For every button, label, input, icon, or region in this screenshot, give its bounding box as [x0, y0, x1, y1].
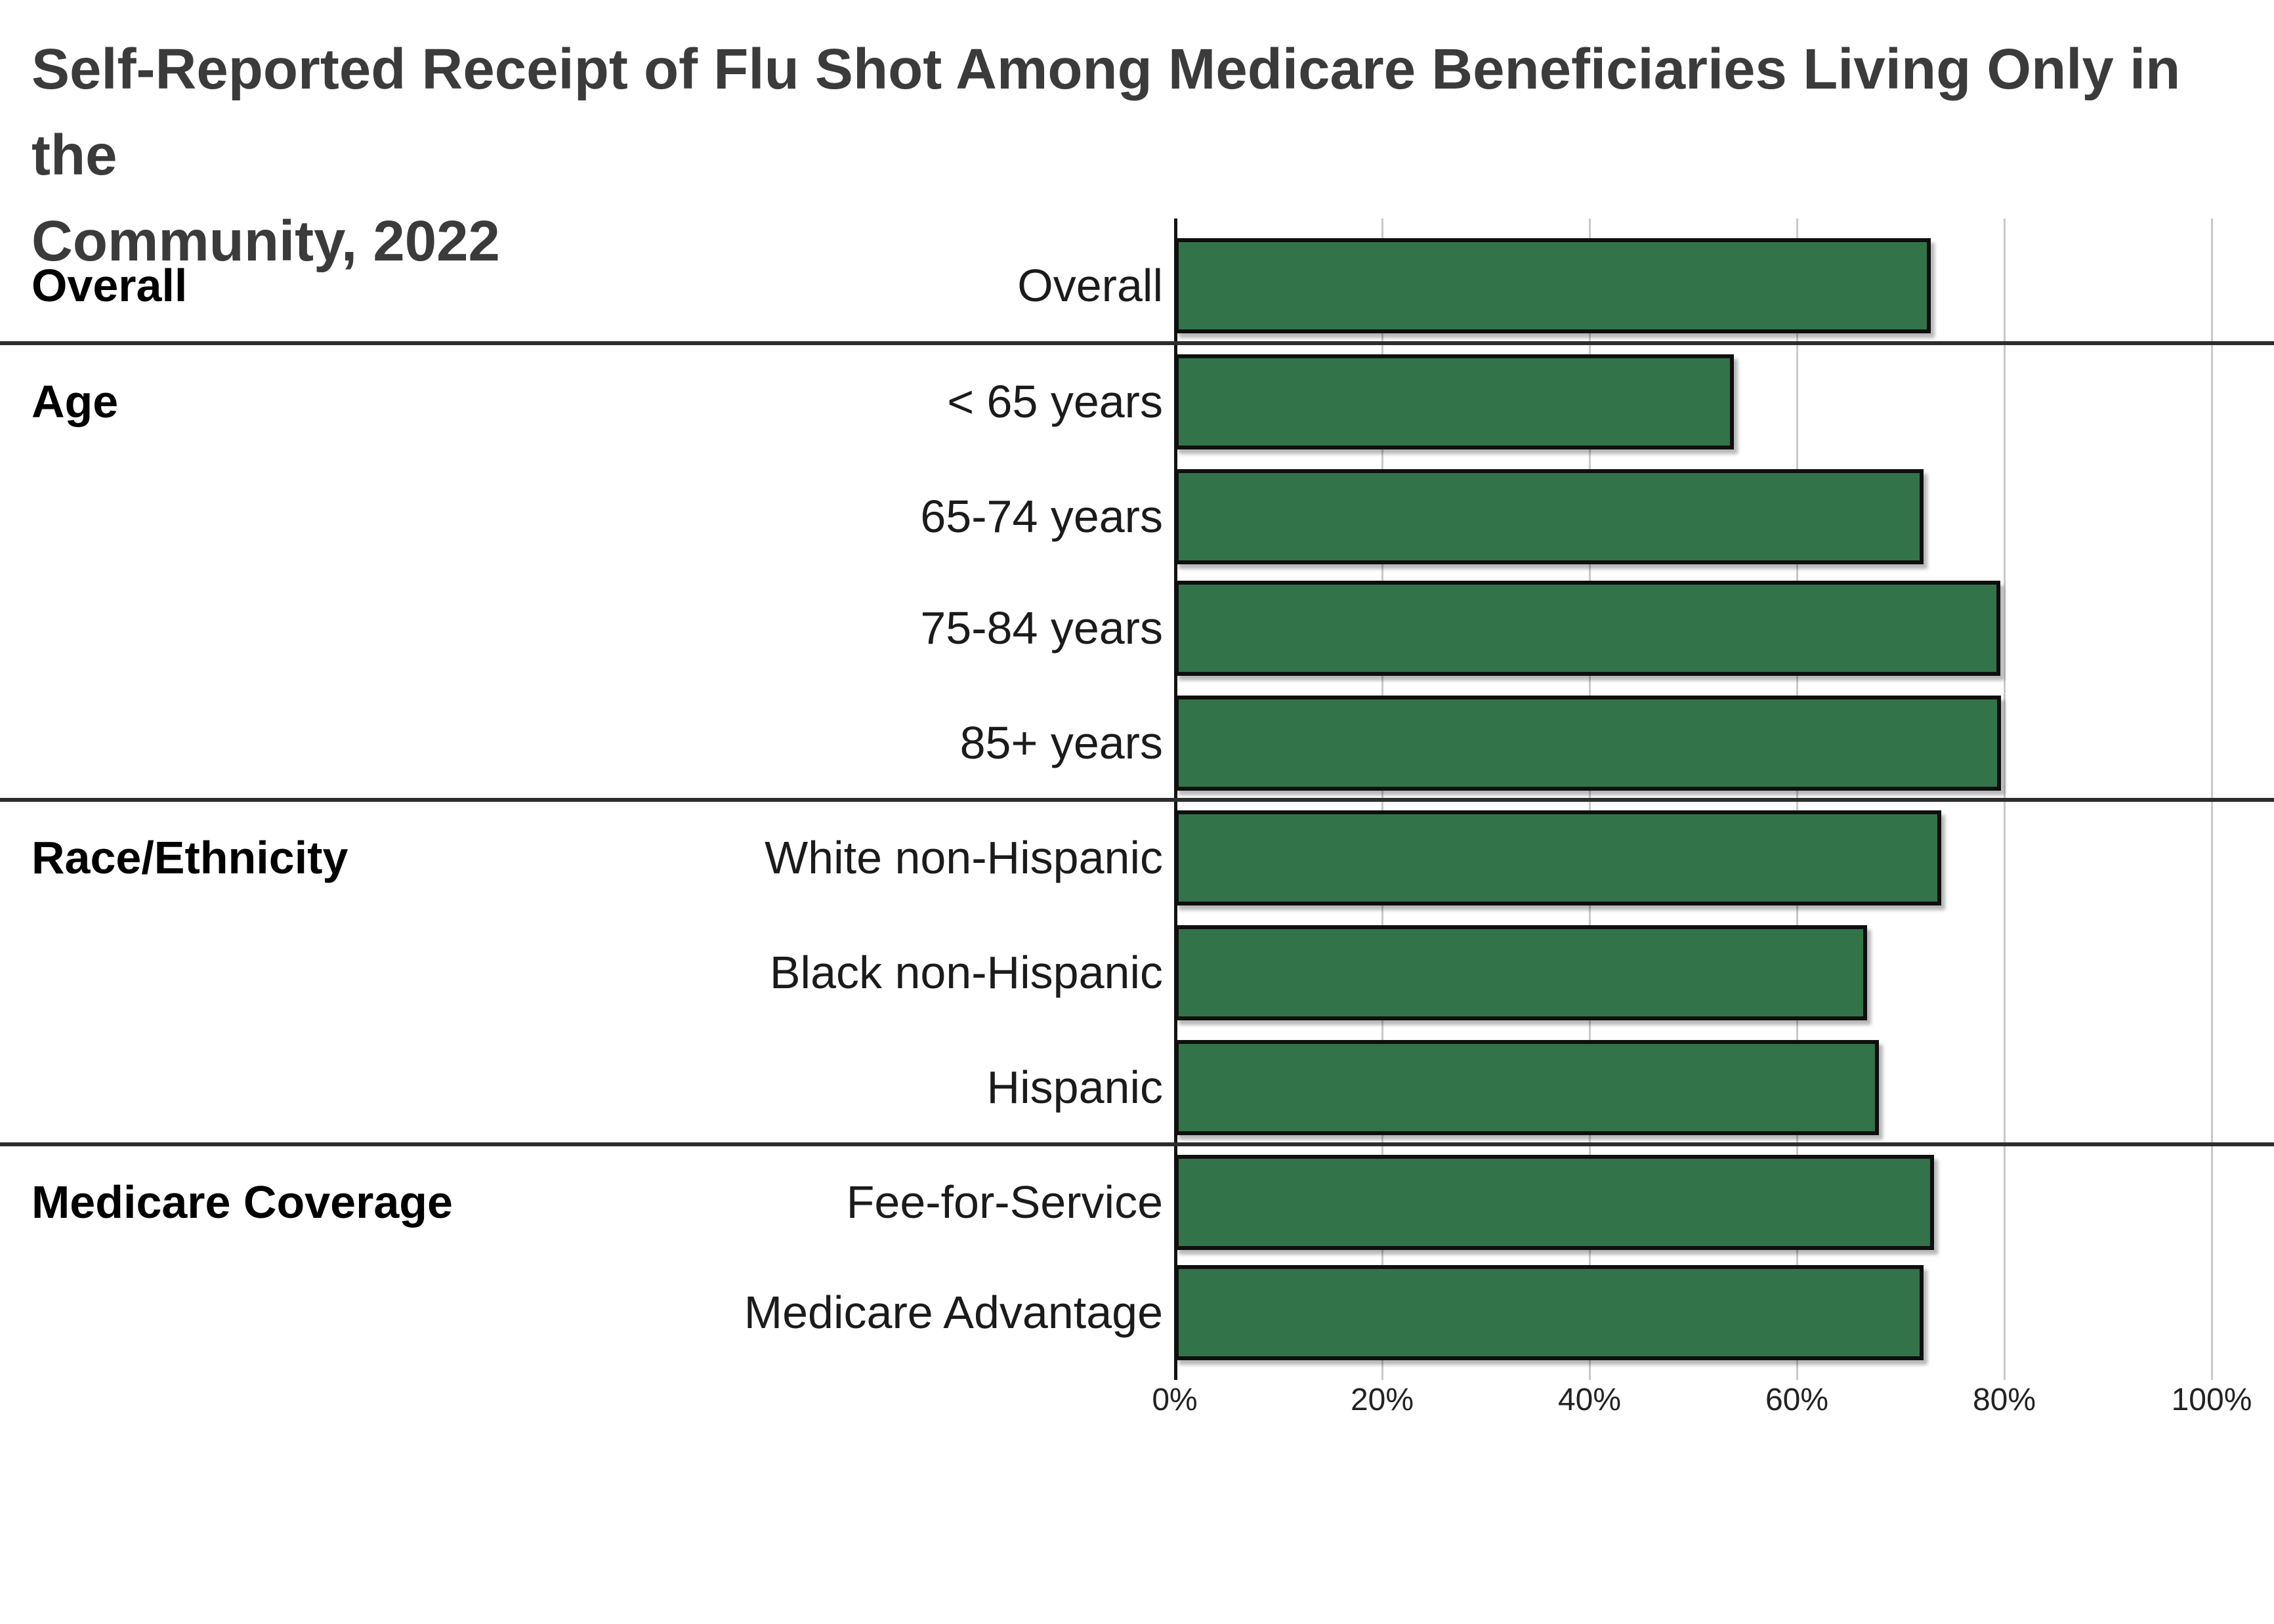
chart-title-line-2: Community, 2022: [32, 209, 500, 273]
row-label-overall: Overall: [1017, 260, 1163, 311]
bar-track-white-non-hispanic: [1175, 810, 2212, 906]
bar-65-74-years: [1175, 469, 1924, 564]
bar-track-fee-for-service: [1175, 1155, 2212, 1250]
row-label-fee-for-service: Fee-for-Service: [846, 1176, 1163, 1228]
bar-track-65-74-years: [1175, 469, 2212, 564]
bar-overall: [1175, 238, 1931, 333]
bar-black-non-hispanic: [1175, 925, 1868, 1020]
bar-75-84-years: [1175, 581, 2000, 676]
bar-track-medicare-advantage: [1175, 1265, 2212, 1360]
row-label-85-plus-years: 85+ years: [959, 717, 1163, 768]
x-tick-label-20pct: 20%: [1350, 1383, 1414, 1417]
row-label-medicare-advantage: Medicare Advantage: [744, 1287, 1163, 1338]
group-label-race-ethnicity: Race/Ethnicity: [32, 832, 348, 883]
bar-white-non-hispanic: [1175, 810, 1941, 906]
bar-under-65-years: [1175, 354, 1734, 449]
group-separator-age-race: [0, 798, 2274, 802]
row-label-black-non-hispanic: Black non-Hispanic: [769, 947, 1163, 998]
x-tick-label-40pct: 40%: [1557, 1383, 1622, 1417]
bar-track-75-84-years: [1175, 581, 2212, 676]
group-label-medicare-coverage: Medicare Coverage: [32, 1176, 453, 1228]
group-label-age: Age: [32, 376, 119, 427]
bar-track-hispanic: [1175, 1040, 2212, 1135]
bar-hispanic: [1175, 1040, 1879, 1135]
bar-track-overall: [1175, 238, 2212, 333]
group-separator-race-coverage: [0, 1142, 2274, 1146]
bar-track-85-plus-years: [1175, 696, 2212, 791]
bar-medicare-advantage: [1175, 1265, 1924, 1360]
x-tick-label-0pct: 0%: [1152, 1383, 1198, 1417]
row-label-65-74-years: 65-74 years: [920, 491, 1163, 542]
row-label-75-84-years: 75-84 years: [920, 602, 1163, 654]
chart-title-line-1: Self-Reported Receipt of Flu Shot Among …: [32, 37, 2181, 187]
group-separator-overall-age: [0, 341, 2274, 345]
x-tick-label-100pct: 100%: [2171, 1383, 2252, 1417]
x-tick-label-80pct: 80%: [1972, 1383, 2036, 1417]
bar-track-under-65-years: [1175, 354, 2212, 449]
bar-track-black-non-hispanic: [1175, 925, 2212, 1020]
bar-fee-for-service: [1175, 1155, 1934, 1250]
x-tick-label-60pct: 60%: [1765, 1383, 1829, 1417]
row-label-under-65-years: < 65 years: [947, 376, 1163, 427]
chart-title: Self-Reported Receipt of Flu Shot Among …: [32, 26, 2274, 284]
row-label-white-non-hispanic: White non-Hispanic: [765, 832, 1163, 883]
bar-85-plus-years: [1175, 696, 2002, 791]
row-label-hispanic: Hispanic: [986, 1062, 1163, 1113]
group-label-overall: Overall: [32, 260, 188, 311]
